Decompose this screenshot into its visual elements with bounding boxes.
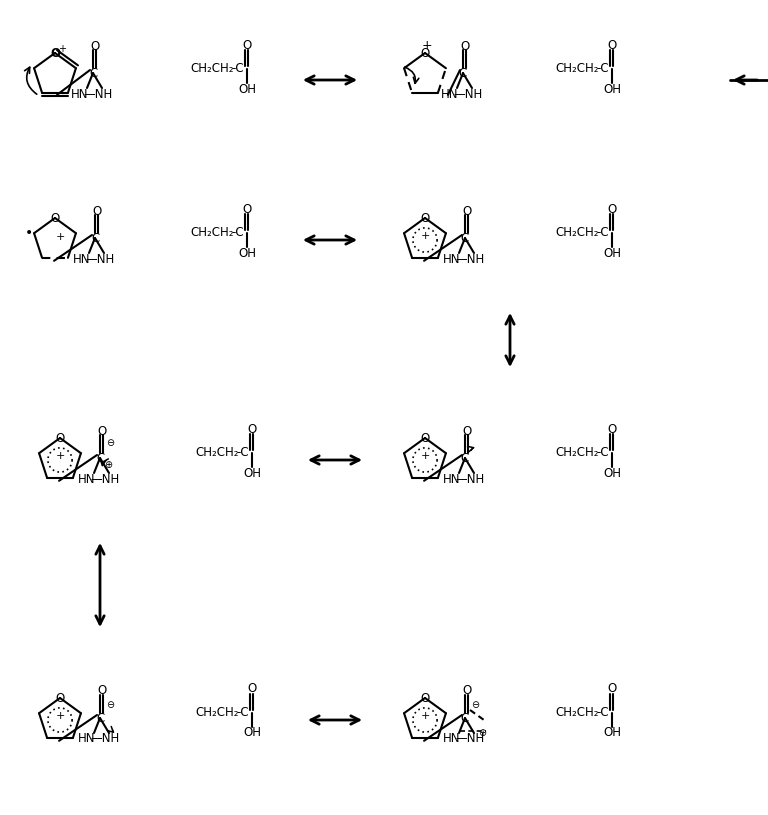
Text: O: O [462,425,472,438]
Text: C: C [89,67,97,80]
Text: O: O [50,46,60,59]
Text: C: C [458,67,467,80]
Text: ⊖: ⊖ [106,438,114,448]
Text: CH₂CH₂: CH₂CH₂ [190,226,233,239]
Text: C: C [96,452,104,465]
Text: O: O [607,202,617,215]
Text: HN: HN [73,253,91,266]
Text: OH: OH [243,466,261,479]
Text: O: O [98,425,107,438]
Text: -C: -C [597,706,609,719]
Text: +: + [58,44,66,54]
Text: C: C [461,452,469,465]
Text: O: O [420,46,429,59]
Text: —NH: —NH [453,87,482,100]
Text: +: + [420,451,429,461]
Text: O: O [55,431,65,444]
Text: +: + [55,451,65,461]
Text: O: O [607,682,617,695]
Text: •: • [25,227,33,240]
Text: O: O [462,205,472,218]
Text: +: + [55,711,65,721]
Text: HN: HN [442,87,458,100]
Text: HN: HN [71,87,89,100]
Text: —NH: —NH [84,87,113,100]
Text: O: O [51,212,60,224]
Text: CH₂CH₂: CH₂CH₂ [555,61,598,74]
Text: O: O [607,422,617,435]
Text: HN: HN [443,733,461,746]
Text: O: O [247,422,257,435]
Text: OH: OH [603,726,621,739]
Text: O: O [247,682,257,695]
Text: -C: -C [232,61,244,74]
Text: O: O [420,431,429,444]
Text: -C: -C [237,706,250,719]
Text: O: O [98,685,107,698]
Text: O: O [420,212,429,224]
Text: -C: -C [597,446,609,459]
Text: -C: -C [232,226,244,239]
Text: CH₂CH₂: CH₂CH₂ [555,706,598,719]
Text: C: C [461,231,469,244]
Text: OH: OH [603,246,621,259]
Text: HN: HN [78,733,96,746]
Text: OH: OH [238,246,256,259]
Text: CH₂CH₂: CH₂CH₂ [195,446,239,459]
Text: —NH: —NH [91,473,120,486]
Text: C: C [91,231,99,244]
Text: O: O [243,202,252,215]
Text: HN: HN [443,473,461,486]
Text: —NH: —NH [455,473,485,486]
Text: O: O [420,691,429,704]
Text: O: O [91,39,100,52]
Text: —NH: —NH [85,253,114,266]
Text: ⊕: ⊕ [104,460,112,470]
Text: C: C [461,711,469,725]
Text: CH₂CH₂: CH₂CH₂ [555,226,598,239]
Text: —NH: —NH [455,733,485,746]
Text: CH₂CH₂: CH₂CH₂ [190,61,233,74]
Text: O: O [460,39,469,52]
Text: CH₂CH₂: CH₂CH₂ [555,446,598,459]
Text: HN: HN [443,253,461,266]
Text: OH: OH [238,82,256,95]
Text: O: O [462,685,472,698]
Text: —NH: —NH [455,253,485,266]
Text: -C: -C [597,61,609,74]
Text: ⊕: ⊕ [478,728,486,738]
Text: C: C [96,711,104,725]
Text: +: + [420,711,429,721]
Text: OH: OH [603,466,621,479]
Text: O: O [607,38,617,51]
Text: HN: HN [78,473,96,486]
Text: OH: OH [243,726,261,739]
Text: OH: OH [603,82,621,95]
Text: ⊖: ⊖ [471,700,479,710]
Text: +: + [420,231,429,241]
Text: -C: -C [237,446,250,459]
Text: —NH: —NH [91,733,120,746]
Text: O: O [55,691,65,704]
Text: ⊖: ⊖ [106,700,114,710]
Text: -C: -C [597,226,609,239]
Text: O: O [243,38,252,51]
Text: CH₂CH₂: CH₂CH₂ [195,706,239,719]
Text: +: + [55,232,65,242]
Text: +: + [422,38,432,51]
Text: O: O [92,205,101,218]
